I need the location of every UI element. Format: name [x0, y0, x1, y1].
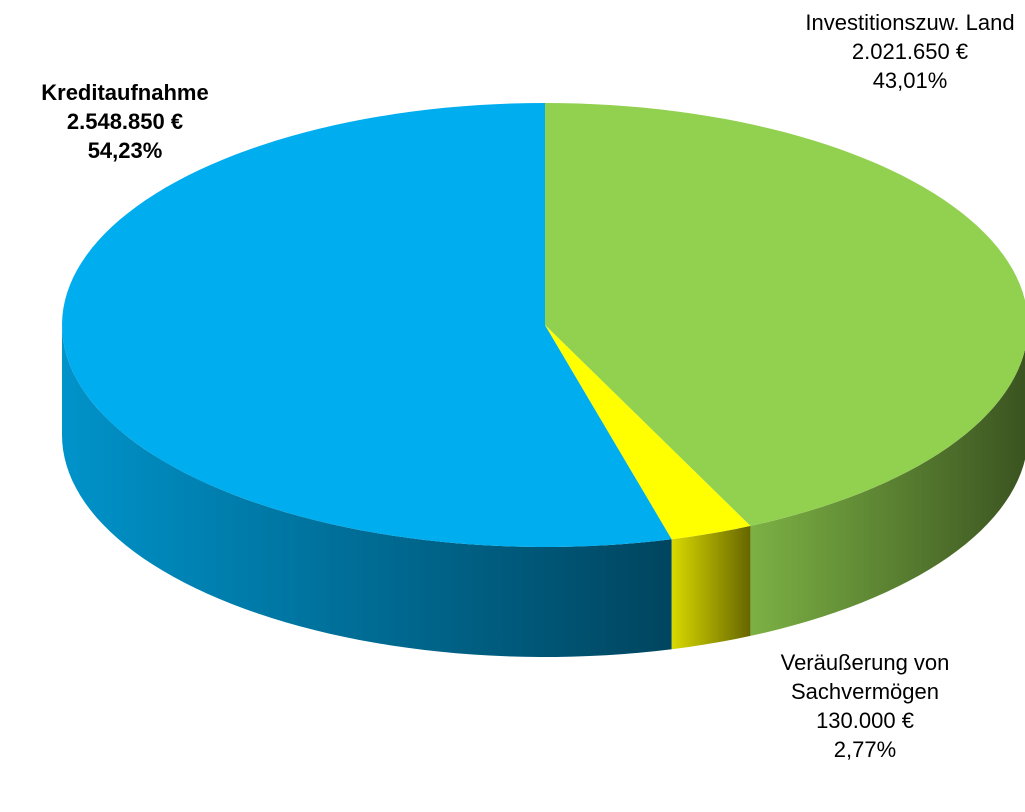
value-label: 130.000 €	[816, 708, 914, 733]
category-label: Veräußerung von Sachvermögen	[780, 650, 950, 704]
slice-side	[750, 349, 1025, 636]
slice	[62, 103, 672, 547]
slice-label: Kreditaufnahme 2.548.850 € 54,23%	[0, 78, 250, 165]
slice	[545, 325, 751, 540]
percent-label: 2,77%	[833, 737, 897, 762]
percent-label: 54,23%	[87, 138, 163, 163]
percent-label: 43,01%	[872, 68, 948, 93]
slice-label: Investitionszuw. Land 2.021.650 € 43,01%	[800, 8, 1020, 95]
value-label: 2.021.650 €	[851, 39, 969, 64]
slice	[545, 103, 1025, 526]
slice-label: Veräußerung von Sachvermögen 130.000 € 2…	[760, 648, 970, 764]
slice-side	[671, 525, 751, 650]
slice-side	[62, 325, 672, 657]
category-label: Kreditaufnahme	[41, 80, 209, 105]
value-label: 2.548.850 €	[66, 109, 184, 134]
category-label: Investitionszuw. Land	[805, 10, 1015, 35]
